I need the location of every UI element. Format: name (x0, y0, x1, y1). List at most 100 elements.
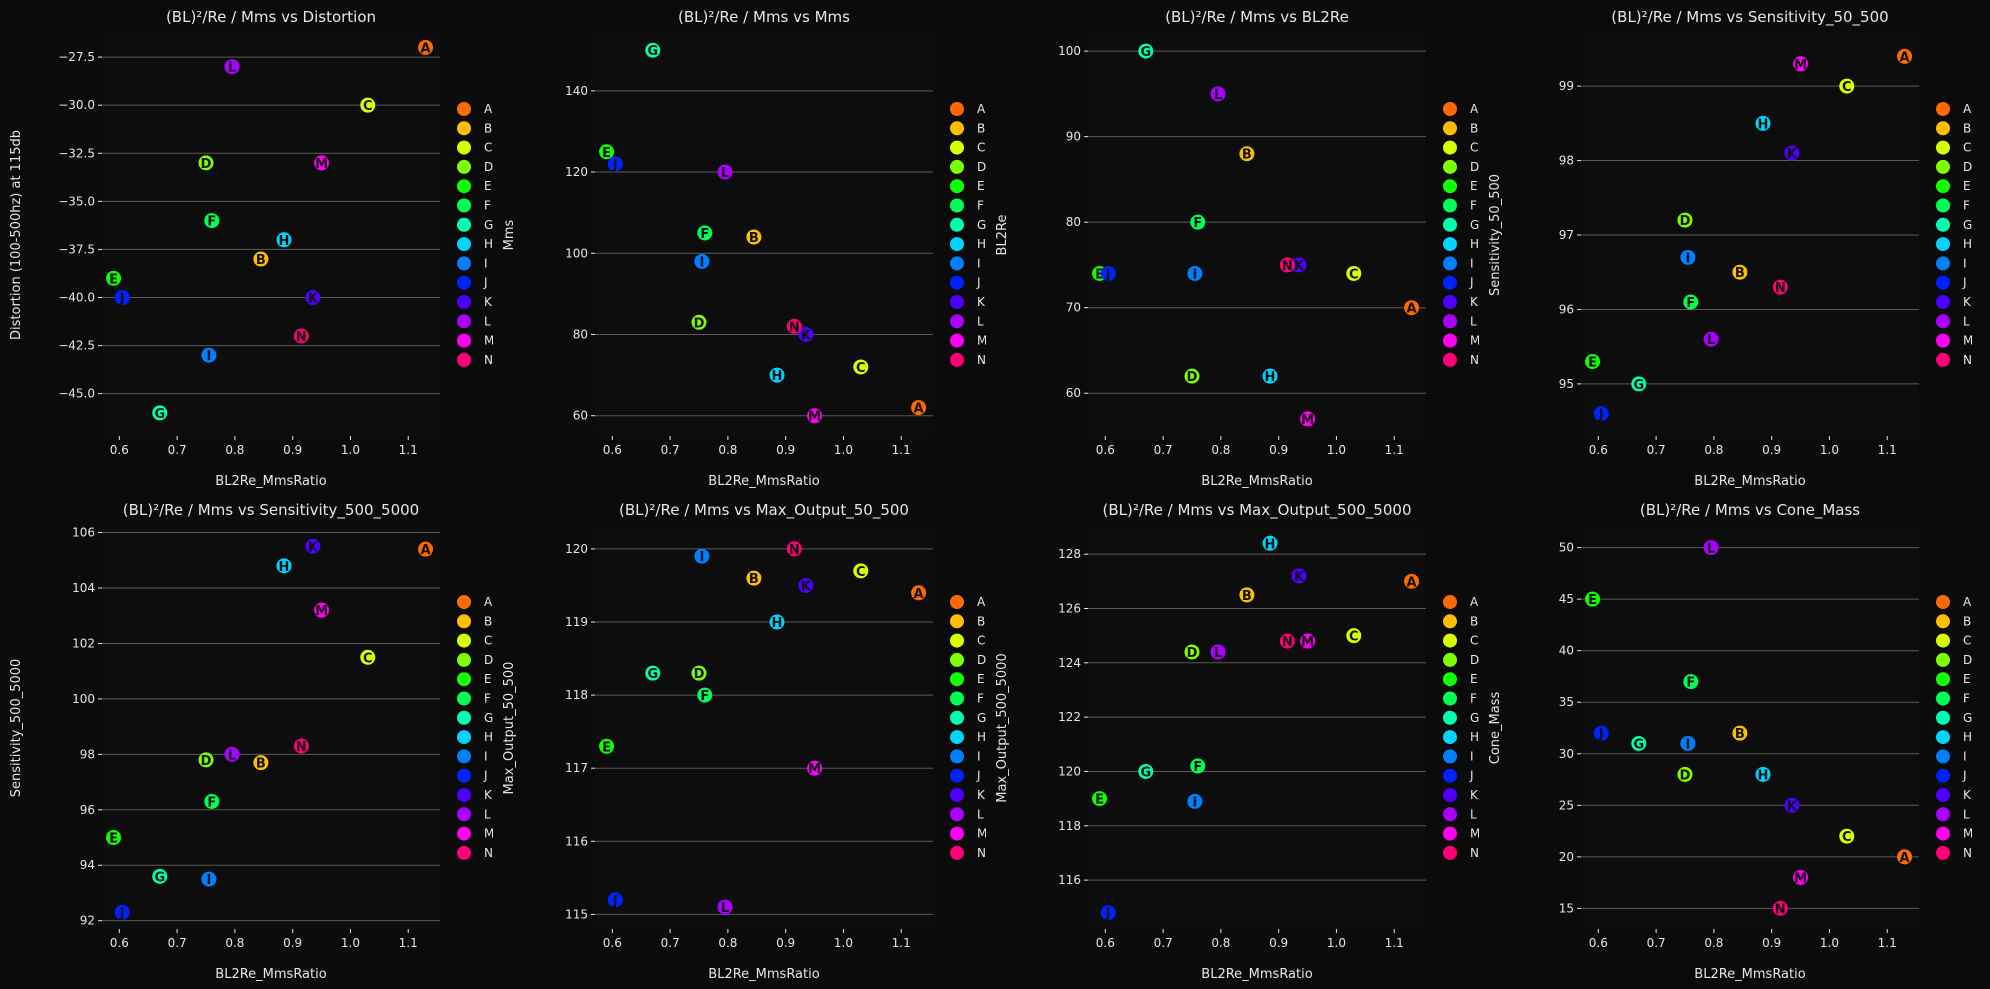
point-label: C (1842, 80, 1852, 95)
data-point: M (314, 155, 330, 172)
legend-label: M (1470, 334, 1479, 348)
point-label: N (1775, 281, 1786, 296)
legend-label: I (484, 256, 488, 270)
data-point: M (1793, 56, 1809, 73)
legend-label: D (1963, 653, 1972, 667)
legend-marker (1443, 710, 1457, 725)
data-point: B (253, 755, 269, 772)
point-marker (1897, 849, 1913, 865)
legend-label: L (1470, 314, 1477, 328)
y-tick-label: 118 (565, 688, 588, 702)
point-marker (1703, 331, 1719, 347)
point-label: B (1242, 148, 1252, 163)
point-marker (1593, 725, 1609, 741)
x-tick-label: 1.0 (1820, 936, 1839, 950)
legend-label: K (1963, 788, 1972, 802)
point-marker (1404, 573, 1420, 589)
x-tick-label: 0.9 (1762, 936, 1781, 950)
point-label: D (694, 316, 705, 331)
point-label: L (1707, 542, 1715, 557)
point-marker (853, 359, 869, 375)
legend-marker (457, 217, 471, 232)
data-point: I (201, 347, 217, 364)
data-point: G (1631, 376, 1647, 393)
data-point: E (599, 144, 615, 161)
y-axis-label: Max_Output_50_500 (502, 662, 517, 795)
point-label: L (1214, 88, 1222, 103)
legend-label: D (977, 653, 986, 667)
point-label: H (279, 234, 290, 249)
data-point: N (786, 541, 802, 558)
point-marker (1190, 758, 1206, 774)
legend-marker (950, 710, 964, 725)
legend-label: J (483, 769, 488, 783)
data-point: J (1100, 905, 1116, 922)
point-marker (293, 738, 309, 754)
legend-marker (1936, 788, 1950, 802)
point-marker (607, 892, 623, 908)
legend-label: K (977, 788, 986, 802)
legend-label: L (484, 807, 491, 821)
plot-area (1088, 34, 1426, 436)
data-point: N (1772, 279, 1788, 296)
legend-marker (1443, 352, 1457, 367)
point-marker (1138, 763, 1154, 779)
point-marker (1100, 265, 1116, 281)
point-label: G (1140, 45, 1151, 60)
legend-marker (950, 749, 964, 764)
legend-marker (1936, 672, 1950, 687)
data-point: F (1190, 214, 1206, 231)
y-tick-label: 140 (565, 84, 588, 98)
data-point: A (911, 400, 927, 417)
legend-label: D (1963, 160, 1972, 174)
legend-label: B (484, 121, 492, 135)
x-tick-label: 0.7 (1647, 443, 1666, 457)
legend-label: G (1963, 711, 1972, 725)
legend-marker (1936, 159, 1950, 174)
legend-marker (950, 140, 964, 155)
point-label: E (602, 146, 611, 161)
data-point: D (198, 752, 214, 769)
legend-marker (1936, 295, 1950, 309)
point-marker (1839, 828, 1855, 844)
legend-marker (1936, 807, 1950, 822)
legend-label: M (1470, 827, 1479, 841)
data-point: A (1404, 300, 1420, 317)
legend-marker (457, 749, 471, 764)
x-axis-label: BL2Re_MmsRatio (708, 967, 819, 982)
point-marker (276, 558, 292, 574)
legend-marker (1443, 333, 1457, 348)
legend-label: B (1963, 614, 1971, 628)
x-tick-label: 1.0 (1327, 936, 1346, 950)
legend-label: A (977, 595, 986, 609)
legend-marker (457, 826, 471, 841)
point-marker (1680, 735, 1696, 751)
data-point: L (717, 164, 733, 181)
legend-label: D (484, 160, 493, 174)
point-marker (1187, 793, 1203, 809)
point-marker (1585, 354, 1601, 370)
point-label: J (612, 158, 618, 173)
legend-marker (950, 121, 964, 136)
point-marker (1683, 294, 1699, 310)
legend-label: L (977, 807, 984, 821)
point-label: E (1095, 267, 1104, 282)
legend-marker (457, 614, 471, 629)
legend-marker (457, 652, 471, 667)
point-label: A (1407, 575, 1417, 590)
point-marker (694, 253, 710, 269)
legend-label: A (977, 102, 986, 116)
legend-marker (1936, 179, 1950, 194)
y-tick-label: 120 (565, 542, 588, 556)
point-marker (769, 367, 785, 383)
point-label: I (206, 873, 211, 888)
point-label: C (363, 99, 373, 114)
x-tick-label: 1.1 (1385, 936, 1404, 950)
y-tick-label: 98 (1559, 154, 1574, 168)
legend-label: G (977, 218, 986, 232)
legend-marker (457, 102, 471, 116)
point-marker (1092, 791, 1108, 807)
legend-label: E (977, 179, 985, 193)
